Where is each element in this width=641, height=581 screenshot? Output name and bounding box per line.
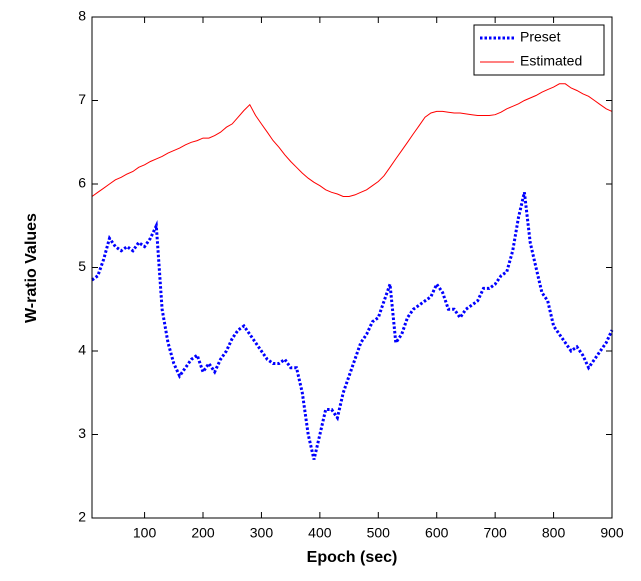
x-tick-label: 100	[133, 525, 157, 541]
legend-label: Estimated	[520, 53, 582, 69]
x-axis-label: Epoch (sec)	[307, 549, 398, 566]
x-tick-label: 900	[600, 525, 624, 541]
x-tick-label: 500	[367, 525, 391, 541]
y-tick-label: 4	[78, 342, 86, 358]
y-tick-label: 5	[78, 258, 86, 274]
y-tick-label: 3	[78, 425, 86, 441]
y-tick-label: 2	[78, 509, 86, 525]
plot-frame	[91, 16, 613, 519]
x-tick-label: 400	[308, 525, 332, 541]
x-tick-label: 200	[191, 525, 215, 541]
series-line	[91, 83, 613, 197]
y-tick-label: 6	[78, 175, 86, 191]
series-line	[91, 191, 614, 460]
x-tick-label: 600	[425, 525, 449, 541]
y-axis-label: W-ratio Values	[23, 213, 40, 323]
x-tick-label: 800	[542, 525, 566, 541]
x-tick-label: 700	[483, 525, 507, 541]
y-tick-label: 7	[78, 91, 86, 107]
legend-box	[473, 24, 605, 76]
y-tick-label: 8	[78, 8, 86, 24]
x-tick-label: 300	[250, 525, 274, 541]
legend-label: Preset	[520, 29, 561, 45]
